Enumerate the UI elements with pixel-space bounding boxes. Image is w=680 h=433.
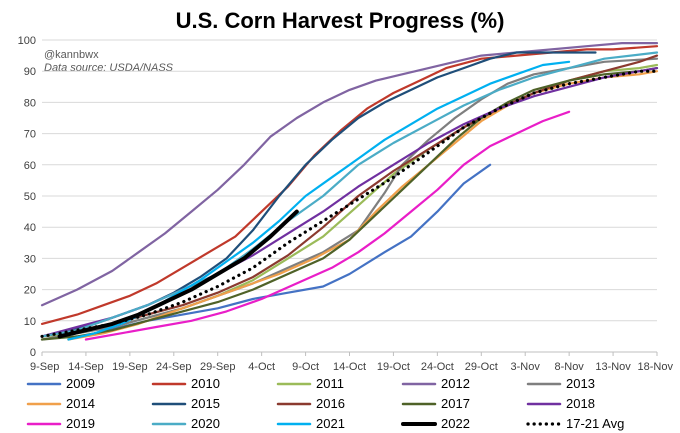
- series-line-2022: [57, 209, 299, 339]
- y-tick-label-80: 80: [24, 97, 36, 109]
- series-line-2018: [40, 66, 659, 338]
- series-line-2015: [40, 51, 597, 338]
- x-axis: 9-Sep 14-Sep 19-Sep 24-Sep 29-Sep 4-Oct 9-Oct 1…: [30, 351, 674, 373]
- y-tick-label-90: 90: [24, 66, 36, 78]
- series-line-2021: [67, 60, 571, 341]
- legend-label-2012: 2012: [441, 376, 470, 391]
- x-tick-label-24-sep: 24-Sep: [156, 361, 191, 373]
- y-tick-label-20: 20: [24, 285, 36, 297]
- x-tick-label-14-sep: 14-Sep: [68, 361, 103, 373]
- series-lines: [40, 41, 659, 341]
- y-tick-label-50: 50: [24, 191, 36, 203]
- legend-label-2020: 2020: [191, 416, 220, 431]
- legend-label-2022: 2022: [441, 416, 470, 431]
- x-tick-label-13-nov: 13-Nov: [595, 361, 631, 373]
- x-tick-label-29-sep: 29-Sep: [200, 361, 235, 373]
- series-line-2019: [84, 110, 571, 341]
- chart-title: U.S. Corn Harvest Progress (%): [176, 8, 505, 33]
- y-tick-label-60: 60: [24, 160, 36, 172]
- series-line-2011: [40, 63, 659, 338]
- legend-label-2011: 2011: [316, 376, 344, 391]
- x-tick-label-19-oct: 19-Oct: [377, 361, 410, 373]
- legend-label-2021: 2021: [316, 416, 345, 431]
- y-tick-label-0: 0: [30, 347, 36, 359]
- legend: 2009 2010 2011 2012 2013 2014 2015 2016 2017 2018…: [26, 376, 624, 431]
- x-tick-label-14-oct: 14-Oct: [333, 361, 366, 373]
- chart-handle: @kannbwx: [44, 49, 99, 61]
- series-line-2020: [40, 51, 659, 338]
- legend-label-2018: 2018: [566, 396, 595, 411]
- grid-lines: [42, 39, 657, 353]
- x-tick-label-8-nov: 8-Nov: [554, 361, 584, 373]
- x-tick-label-24-oct: 24-Oct: [421, 361, 454, 373]
- legend-label-2016: 2016: [316, 396, 345, 411]
- series-line-17-21-avg: [40, 69, 659, 338]
- x-tick-label-3-nov: 3-Nov: [511, 361, 541, 373]
- chart-source: Data source: USDA/NASS: [44, 62, 174, 74]
- legend-label-2013: 2013: [566, 376, 595, 391]
- x-tick-label-9-sep: 9-Sep: [30, 361, 59, 373]
- y-tick-label-30: 30: [24, 253, 36, 265]
- series-line-2017: [40, 66, 659, 341]
- x-tick-label-4-oct: 4-Oct: [248, 361, 275, 373]
- x-tick-label-29-oct: 29-Oct: [465, 361, 498, 373]
- legend-label-2010: 2010: [191, 376, 220, 391]
- x-tick-label-9-oct: 9-Oct: [292, 361, 319, 373]
- y-tick-label-70: 70: [24, 129, 36, 141]
- series-line-2012: [40, 41, 659, 307]
- legend-label-2015: 2015: [191, 396, 220, 411]
- y-axis: 0 10 20 30 40 50 60 70 80 90 100: [18, 35, 36, 359]
- x-tick-label-18-nov: 18-Nov: [638, 361, 674, 373]
- y-tick-label-100: 100: [18, 35, 36, 47]
- legend-label-2014: 2014: [66, 396, 95, 411]
- legend-label-2019: 2019: [66, 416, 95, 431]
- y-tick-label-40: 40: [24, 222, 36, 234]
- series-line-2013: [40, 57, 659, 341]
- legend-label-2009: 2009: [66, 376, 95, 391]
- x-tick-label-19-sep: 19-Sep: [112, 361, 147, 373]
- legend-label-2017: 2017: [441, 396, 470, 411]
- y-tick-label-10: 10: [24, 316, 36, 328]
- legend-label-17-21-avg: 17-21 Avg: [566, 416, 624, 431]
